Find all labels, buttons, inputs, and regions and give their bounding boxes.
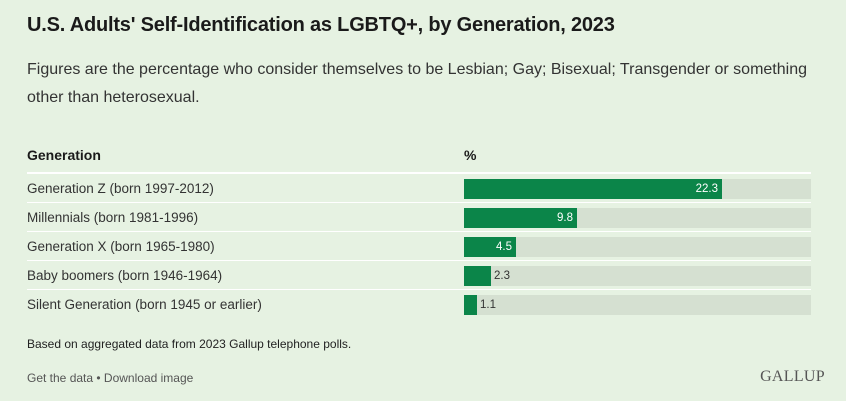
data-label: 2.3 [494, 270, 510, 282]
bar-row: Baby boomers (born 1946-1964) 2.3 [27, 261, 811, 290]
get-data-link[interactable]: Get the data [27, 371, 94, 385]
bar [464, 266, 491, 286]
category-label: Millennials (born 1981-1996) [27, 210, 199, 225]
bar-track: 4.5 [464, 237, 811, 257]
data-label: 1.1 [480, 299, 496, 311]
download-image-link[interactable]: Download image [103, 371, 194, 385]
source-note: Based on aggregated data from 2023 Gallu… [27, 337, 352, 351]
bar [464, 237, 516, 257]
footer-links: Get the data • Download image [27, 371, 193, 385]
bar-row: Millennials (born 1981-1996) 9.8 [27, 203, 811, 232]
category-label: Generation X (born 1965-1980) [27, 239, 215, 254]
bar-track: 1.1 [464, 295, 811, 315]
row-divider [27, 202, 811, 203]
link-separator: • [93, 371, 104, 385]
row-divider [27, 231, 811, 232]
row-divider [27, 289, 811, 290]
bar [464, 208, 577, 228]
bar-track: 2.3 [464, 266, 811, 286]
category-label: Generation Z (born 1997-2012) [27, 181, 214, 196]
bar-track: 9.8 [464, 208, 811, 228]
data-label: 4.5 [496, 241, 512, 253]
data-label: 9.8 [557, 212, 573, 224]
column-header-percent: % [464, 147, 477, 163]
bar [464, 179, 722, 199]
data-label: 22.3 [695, 183, 718, 195]
bar-row: Generation Z (born 1997-2012) 22.3 [27, 174, 811, 203]
bar-row: Generation X (born 1965-1980) 4.5 [27, 232, 811, 261]
row-divider [27, 260, 811, 261]
bar-track: 22.3 [464, 179, 811, 199]
category-label: Baby boomers (born 1946-1964) [27, 268, 223, 283]
gallup-logo: GALLUP [760, 368, 825, 385]
bar-row: Silent Generation (born 1945 or earlier)… [27, 290, 811, 319]
header-divider [27, 172, 811, 174]
category-label: Silent Generation (born 1945 or earlier) [27, 297, 262, 312]
bar [464, 295, 477, 315]
chart-subtitle: Figures are the percentage who consider … [27, 61, 807, 106]
column-header-generation: Generation [27, 147, 101, 163]
chart-title: U.S. Adults' Self-Identification as LGBT… [27, 14, 615, 36]
